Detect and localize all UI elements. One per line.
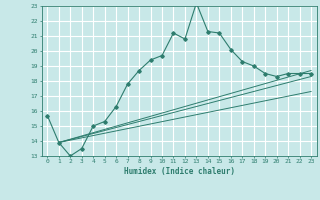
X-axis label: Humidex (Indice chaleur): Humidex (Indice chaleur) [124, 167, 235, 176]
